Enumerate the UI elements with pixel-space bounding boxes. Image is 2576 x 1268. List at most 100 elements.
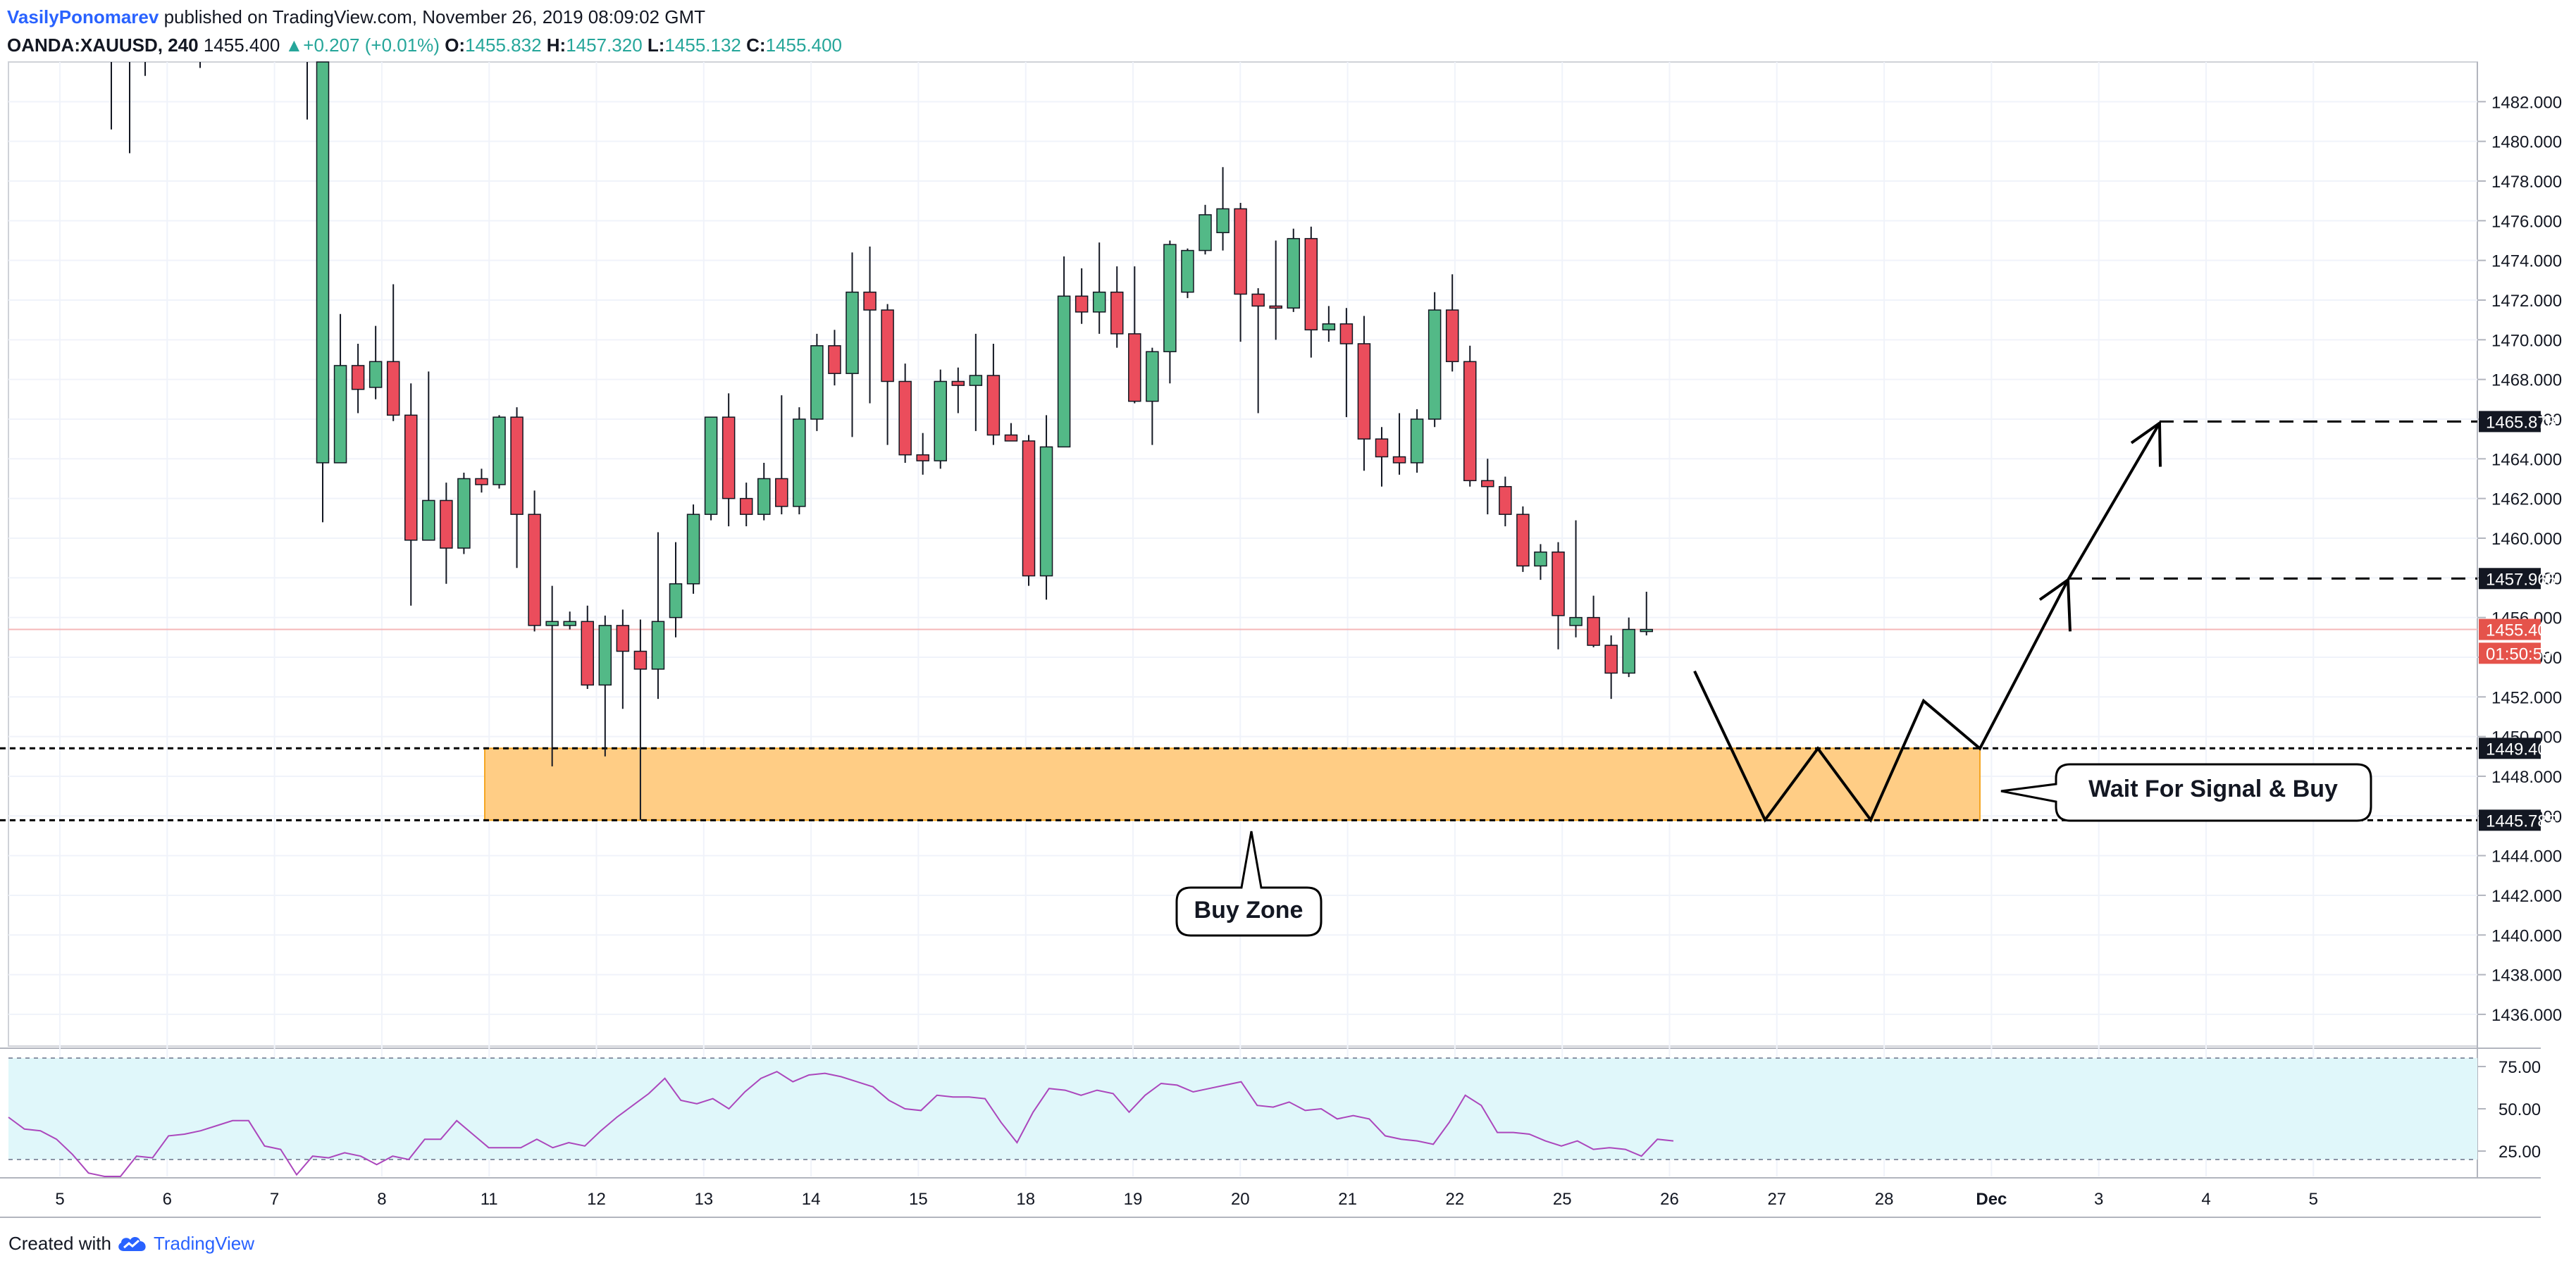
- tradingview-logo[interactable]: TradingView: [116, 1229, 254, 1257]
- x-tick-label: 25: [1553, 1190, 1572, 1209]
- open-label: O:: [445, 35, 466, 56]
- high-value: 1457.320: [566, 35, 643, 56]
- candle-body: [1234, 208, 1247, 295]
- candle-body: [1110, 291, 1124, 335]
- y-tick-label: 1436.000: [2491, 1006, 2562, 1025]
- buy-zone-label: Buy Zone: [1194, 897, 1304, 924]
- x-tick-label: 22: [1446, 1190, 1465, 1209]
- price-badge: [2479, 411, 2541, 433]
- candle-body: [916, 454, 929, 461]
- price-badge: [2479, 568, 2541, 590]
- price-badge: [2479, 619, 2541, 640]
- open-value: 1455.832: [465, 35, 542, 56]
- x-tick-label: 6: [163, 1190, 172, 1209]
- y-tick-label: 1438.000: [2491, 966, 2562, 986]
- candle-body: [1445, 309, 1459, 363]
- signal-callout-label: Wait For Signal & Buy: [2088, 776, 2338, 802]
- candle-body: [1022, 440, 1036, 577]
- candle-body: [1428, 309, 1442, 420]
- price-change: +0.207 (+0.01%): [303, 35, 440, 56]
- close-label: C:: [746, 35, 766, 56]
- y-tick-label: 1474.000: [2491, 252, 2562, 271]
- candle-body: [440, 499, 453, 549]
- y-tick-label: 1464.000: [2491, 450, 2562, 469]
- author-link[interactable]: VasilyPonomarev: [7, 6, 159, 27]
- candle-body: [1039, 446, 1053, 577]
- footer: Created with TradingView: [8, 1229, 254, 1257]
- x-tick-label: 15: [909, 1190, 928, 1209]
- candle-body: [633, 650, 648, 670]
- y-tick-label: 1480.000: [2491, 133, 2562, 152]
- candle-body: [510, 416, 524, 515]
- candle-body: [316, 61, 330, 464]
- candle-body: [1092, 291, 1106, 313]
- candle-body: [1410, 418, 1424, 464]
- candle-body: [545, 621, 559, 626]
- x-tick-label: 5: [55, 1190, 64, 1209]
- candle-body: [333, 365, 347, 464]
- x-tick-label: 19: [1124, 1190, 1143, 1209]
- y-tick-label: 1452.000: [2491, 688, 2562, 707]
- x-tick-label: 8: [377, 1190, 386, 1209]
- ohlc-line: OANDA:XAUUSD, 240 1455.400 ▲+0.207 (+0.0…: [7, 31, 842, 59]
- candle-body: [351, 365, 365, 390]
- signal-callout-box: [2000, 763, 2372, 822]
- candle-body: [1375, 438, 1389, 458]
- candle-body: [581, 621, 594, 686]
- price-badge: [2479, 642, 2541, 664]
- candle-body: [686, 514, 700, 585]
- candle-body: [757, 478, 771, 515]
- rsi-tick-label: 50.00: [2498, 1100, 2541, 1119]
- x-tick-label: 7: [270, 1190, 279, 1209]
- x-tick-label: 3: [2094, 1190, 2103, 1209]
- candle-body: [704, 416, 718, 515]
- x-tick-label: Dec: [1976, 1190, 2007, 1209]
- x-tick-label: 14: [802, 1190, 821, 1209]
- y-tick-label: 1444.000: [2491, 847, 2562, 866]
- candle-body: [616, 625, 630, 652]
- y-tick-label: 1472.000: [2491, 292, 2562, 311]
- y-tick-label: 1460.000: [2491, 530, 2562, 549]
- rsi-tick-label: 25.00: [2498, 1143, 2541, 1162]
- x-tick-label: 11: [481, 1190, 498, 1209]
- candle-body: [1357, 343, 1371, 440]
- y-tick-label: 1440.000: [2491, 926, 2562, 945]
- candle-body: [1146, 351, 1159, 402]
- y-tick-label: 1482.000: [2491, 93, 2562, 112]
- tradingview-brand[interactable]: TradingView: [153, 1233, 255, 1254]
- candle-body: [386, 361, 400, 416]
- x-tick-label: 4: [2201, 1190, 2210, 1209]
- y-tick-label: 1468.000: [2491, 371, 2562, 390]
- low-label: L:: [647, 35, 665, 56]
- candle-body: [863, 291, 877, 311]
- candle-body: [1322, 323, 1336, 330]
- candle-body: [986, 375, 1001, 436]
- candle-body: [1622, 628, 1635, 674]
- x-tick-label: 18: [1016, 1190, 1035, 1209]
- change-arrow-icon: ▲: [285, 35, 304, 56]
- y-tick-label: 1462.000: [2491, 490, 2562, 509]
- candle-body: [969, 375, 983, 386]
- tradingview-cloud-icon: [118, 1237, 146, 1251]
- candle-body: [1339, 323, 1354, 344]
- candle-body: [1269, 305, 1282, 309]
- y-tick-label: 1448.000: [2491, 768, 2562, 787]
- candle-body: [1587, 616, 1600, 646]
- rsi-line: [8, 1071, 1674, 1177]
- rsi-tick-label: 75.00: [2498, 1058, 2541, 1077]
- y-tick-label: 1470.000: [2491, 331, 2562, 350]
- candle-body: [1392, 456, 1406, 464]
- candle-body: [898, 380, 912, 456]
- candle-body: [1481, 480, 1494, 487]
- candle-body: [1251, 293, 1265, 307]
- candle-body: [475, 478, 488, 485]
- y-tick-label: 1442.000: [2491, 887, 2562, 906]
- close-value: 1455.400: [765, 35, 843, 56]
- candle-body: [1516, 514, 1530, 567]
- last-price: 1455.400: [203, 35, 280, 56]
- candle-body: [722, 416, 736, 499]
- candle-body: [598, 625, 612, 686]
- candle-body: [775, 478, 788, 507]
- arrowhead-icon: [2038, 577, 2072, 632]
